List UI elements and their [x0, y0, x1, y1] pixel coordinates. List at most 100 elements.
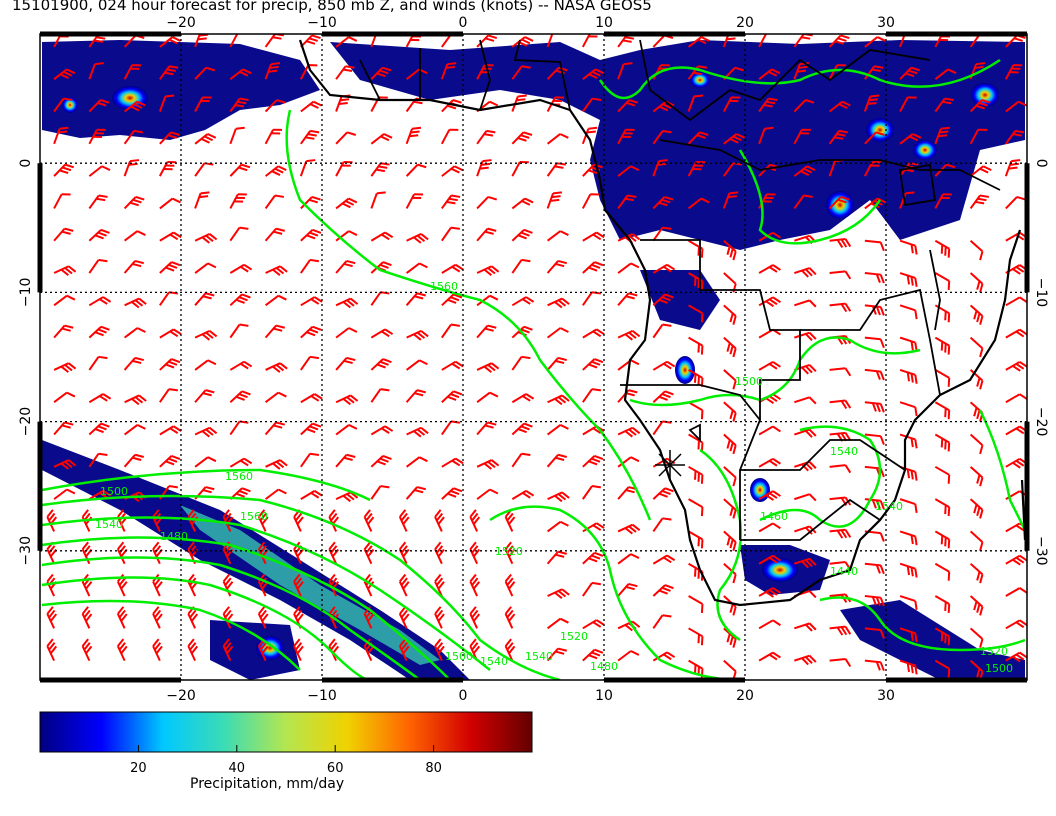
wind-barb-flag [64, 163, 75, 169]
wind-barb-flag [201, 430, 210, 438]
wind-barb [229, 323, 249, 339]
wind-barb-flag [976, 668, 981, 678]
wind-barb-staff [546, 454, 559, 468]
wind-barb-staff [123, 130, 135, 145]
wind-barb-staff [88, 63, 96, 80]
wind-barb-flag [944, 311, 947, 321]
wind-barb [546, 259, 568, 274]
wind-barb-flag [239, 97, 249, 102]
wind-barb [300, 452, 320, 468]
wind-barb [88, 325, 110, 339]
wind-barb-flag [592, 621, 602, 628]
wind-barb-flag [173, 231, 182, 239]
wind-barb-flag [662, 614, 672, 618]
wind-barb-flag [596, 231, 605, 239]
wind-barb-flag [165, 266, 175, 272]
wind-barb-flag [697, 375, 700, 385]
wind-barb-staff [652, 293, 666, 307]
wind-barb-flag [840, 529, 848, 539]
wind-barb-flag [168, 388, 179, 392]
country-border [620, 384, 762, 540]
wind-barb [617, 582, 638, 597]
wind-barb-staff [123, 34, 137, 48]
wind-barb-flag [731, 96, 741, 99]
wind-barb-flag [879, 435, 885, 445]
wind-barb [617, 194, 637, 210]
wind-barb-staff [969, 165, 984, 177]
wind-barb-flag [96, 36, 106, 40]
wind-barb-flag [207, 456, 217, 463]
wind-barb-flag [311, 34, 321, 40]
lon-tick-label-bottom: −20 [166, 688, 196, 704]
wind-barb [264, 391, 287, 404]
wind-barb-staff [652, 420, 664, 436]
wind-barb-flag [201, 333, 210, 341]
wind-barb-flag [982, 165, 992, 172]
wind-barb [969, 336, 984, 358]
wind-barb-flag [94, 62, 104, 66]
wind-barb-staff [300, 196, 313, 210]
wind-barb-flag [561, 588, 570, 596]
wind-barb-flag [469, 573, 477, 583]
wind-barb [617, 62, 633, 80]
wind-barb-flag [879, 629, 885, 639]
wind-barb-flag [275, 267, 285, 275]
wind-barb-flag [451, 265, 461, 273]
wind-barb-flag [627, 194, 637, 198]
wind-barb-flag [294, 642, 303, 651]
wind-barb-flag [700, 539, 704, 549]
wind-barb-flag [241, 390, 251, 396]
wind-barb [257, 606, 269, 629]
wind-barb-staff [794, 331, 810, 339]
wind-barb [222, 573, 234, 597]
wind-barb-flag [732, 251, 737, 261]
wind-barb-staff [123, 230, 138, 242]
wind-barb-flag [844, 658, 852, 668]
wind-barb-flag [978, 128, 988, 131]
wind-barb-staff [1005, 490, 1021, 500]
wind-barb-staff [969, 239, 984, 253]
wind-barb-flag [66, 488, 76, 495]
wind-barb-flag [346, 131, 357, 136]
wind-barb-flag [947, 280, 951, 291]
wind-barb-flag [879, 274, 885, 284]
wind-barb-flag [765, 591, 775, 598]
wind-barb-flag [591, 651, 601, 657]
wind-barb-flag [239, 323, 249, 327]
wind-barb-flag [259, 609, 267, 619]
wind-barb-flag [481, 162, 491, 166]
wind-barb-flag [947, 474, 951, 484]
wind-barb-staff [441, 390, 455, 403]
wind-barb-flag [909, 135, 919, 142]
wind-barb-flag [222, 573, 230, 583]
wind-barb-staff [229, 34, 239, 48]
wind-barb [405, 389, 427, 403]
wind-barb-flag [1015, 427, 1025, 435]
wind-barb-flag [910, 373, 914, 383]
wind-barb-flag [129, 159, 140, 163]
wind-barb-flag [631, 330, 641, 338]
wind-barb-flag [979, 574, 984, 584]
wind-barb-flag [1019, 554, 1027, 562]
wind-barb [88, 355, 108, 371]
wind-barb-flag [93, 39, 104, 43]
wind-barb-flag [1019, 328, 1027, 336]
wind-barb-flag [732, 574, 737, 584]
wind-barb [864, 65, 884, 80]
wind-barb-staff [652, 196, 666, 210]
wind-barb-flag [697, 343, 700, 353]
wind-barb-flag [277, 488, 287, 495]
lon-tick-label-bottom: −10 [307, 688, 337, 704]
wind-barb-staff [441, 194, 453, 210]
wind-barb-staff [546, 357, 559, 371]
wind-barb-flag [557, 493, 567, 501]
wind-barb-flag [81, 638, 89, 647]
precipitation-field [42, 40, 1025, 680]
wind-barb-flag [772, 361, 781, 368]
wind-barb-flag [1009, 71, 1019, 74]
wind-barb [363, 541, 375, 565]
wind-barb [511, 452, 531, 468]
wind-barb-flag [700, 507, 704, 517]
wind-barb [123, 159, 140, 177]
